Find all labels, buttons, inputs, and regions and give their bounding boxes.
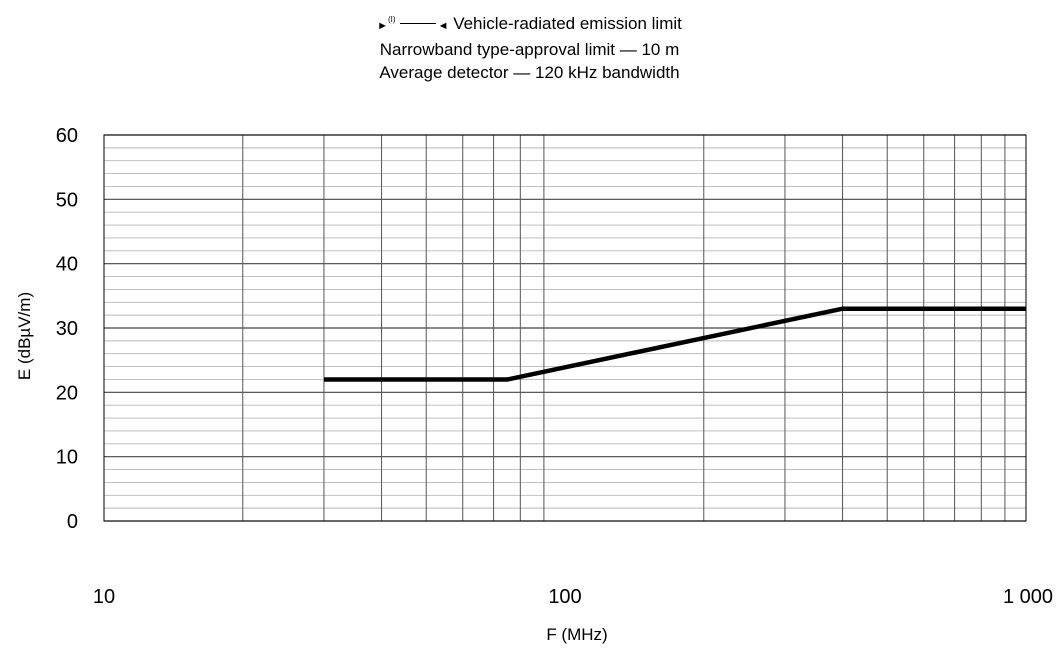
x-axis-label: F (MHz) bbox=[546, 625, 607, 644]
legend-text-1: Vehicle-radiated emission limit bbox=[453, 14, 682, 33]
reference-marker: (I) bbox=[388, 15, 396, 24]
y-tick-label: 30 bbox=[56, 318, 78, 340]
series-limit-line bbox=[324, 306, 1026, 382]
left-arrow-marker-icon: ► bbox=[377, 20, 389, 32]
y-axis-label: E (dBµV/m) bbox=[15, 292, 34, 380]
x-tick-label: 1 000 bbox=[1003, 586, 1053, 608]
plot-frame bbox=[103, 134, 1027, 522]
x-axis-tick-labels: 10 100 1 000 bbox=[93, 586, 1053, 608]
y-tick-label: 10 bbox=[56, 447, 78, 469]
y-tick-label: 50 bbox=[56, 189, 78, 211]
y-tick-label: 40 bbox=[56, 254, 78, 276]
y-tick-label: 60 bbox=[56, 125, 78, 147]
major-gridlines bbox=[104, 134, 1026, 522]
y-axis-tick-labels: 0 10 20 30 40 50 60 bbox=[56, 125, 78, 533]
chart-legend: ►(I) ◄ Vehicle-radiated emission limit Na… bbox=[0, 8, 1059, 84]
legend-text-3: Average detector — 120 kHz bandwidth bbox=[379, 63, 680, 82]
legend-dash-icon bbox=[399, 23, 436, 24]
minor-gridlines bbox=[104, 147, 1026, 509]
y-tick-label: 0 bbox=[67, 511, 78, 533]
legend-limit-line: ►(I) ◄ Vehicle-radiated emission limit bbox=[0, 8, 1059, 38]
x-tick-label: 10 bbox=[93, 586, 115, 608]
right-arrow-marker-icon: ◄ bbox=[437, 20, 449, 32]
x-tick-label: 100 bbox=[548, 586, 581, 608]
y-tick-label: 20 bbox=[56, 382, 78, 404]
legend-text-2: Narrowband type-approval limit — 10 m bbox=[379, 40, 680, 59]
